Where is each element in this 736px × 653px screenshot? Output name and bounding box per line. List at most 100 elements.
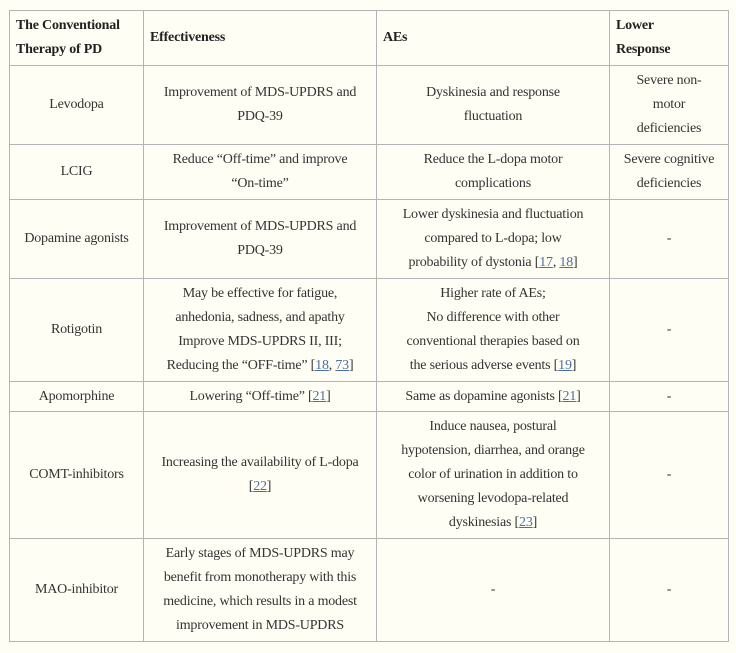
cell-text: Therapy of PD xyxy=(16,42,103,57)
cell-text: ] xyxy=(532,515,538,530)
cell-text: dyskinesias [ xyxy=(448,515,520,530)
therapy-cell: COMT-inhibitors xyxy=(9,411,144,539)
table-cell: - xyxy=(609,199,729,279)
table-cell: - xyxy=(609,538,729,642)
cell-text: Apomorphine xyxy=(38,388,115,404)
cell-text: - xyxy=(666,467,672,482)
cell-text: Same as dopamine agonists [ xyxy=(405,388,563,404)
table-cell: Severe non-motor deficiencies xyxy=(609,65,729,145)
cell-text: Rotigotin xyxy=(50,322,103,337)
cell-text: COMT-inhibitors xyxy=(29,467,124,482)
table-cell: Early stages of MDS-UPDRS may benefit fro… xyxy=(143,538,377,642)
table-cell: Same as dopamine agonists [21] xyxy=(376,381,610,412)
table-cell: Improvement of MDS-UPDRS and PDQ-39 xyxy=(143,65,377,145)
column-header: Lower Response xyxy=(609,10,729,66)
reference-link[interactable]: 21 xyxy=(562,388,577,404)
cell-text: - xyxy=(666,231,672,246)
cell-text: Increasing the availability of L-dopa xyxy=(161,455,359,470)
cell-text: , xyxy=(328,358,336,373)
cell-text: Reduce “Off-time” and improve xyxy=(172,152,348,167)
cell-text: [ xyxy=(248,479,254,494)
cell-text: , xyxy=(552,255,560,270)
cell-text: ] xyxy=(576,388,581,404)
cell-text: Severe cognitive xyxy=(623,152,715,167)
cell-text: medicine, which results in a modest xyxy=(163,594,357,609)
table-cell: - xyxy=(609,278,729,382)
cell-text: The Conventional xyxy=(16,18,120,33)
cell-text: Reduce the L-dopa motor xyxy=(423,152,563,167)
column-header: The Conventional Therapy of PD xyxy=(9,10,144,66)
cell-text: Effectiveness xyxy=(150,30,226,45)
cell-text: Improvement of MDS-UPDRS and xyxy=(163,85,357,100)
table-cell: Reduce the L-dopa motor complications xyxy=(376,144,610,200)
table-cell: Higher rate of AEs; No difference with ot… xyxy=(376,278,610,382)
reference-link[interactable]: 21 xyxy=(312,388,327,404)
table-cell: - xyxy=(376,538,610,642)
cell-text: - xyxy=(666,582,672,597)
table-cell: Reduce “Off-time” and improve “On-time” xyxy=(143,144,377,200)
cell-text: improvement in MDS-UPDRS xyxy=(176,618,344,633)
cell-text: - xyxy=(666,388,672,404)
cell-text: Lower xyxy=(616,18,654,33)
cell-text: - xyxy=(666,322,672,337)
table-row: Levodopa Improvement of MDS-UPDRS and PDQ-… xyxy=(9,65,729,145)
column-header: Effectiveness xyxy=(143,10,377,66)
table-row: Dopamine agonists Improvement of MDS-UPDR… xyxy=(9,199,729,279)
therapy-cell: Dopamine agonists xyxy=(9,199,144,279)
therapy-cell: LCIG xyxy=(9,144,144,200)
cell-text: MAO-inhibitor xyxy=(35,582,118,597)
cell-text: May be effective for fatigue, xyxy=(182,286,338,301)
table-cell: - xyxy=(609,381,729,412)
cell-text: Improvement of MDS-UPDRS and xyxy=(163,219,357,234)
cell-text: “On-time” xyxy=(231,176,289,191)
cell-text: fluctuation xyxy=(463,109,523,124)
reference-link[interactable]: 19 xyxy=(558,358,572,373)
table-cell: Dyskinesia and response fluctuation xyxy=(376,65,610,145)
reference-link[interactable]: 73 xyxy=(335,358,349,373)
cell-text: ] xyxy=(573,255,578,270)
cell-text: deficiencies xyxy=(636,176,702,191)
cell-text: ] xyxy=(571,358,577,373)
reference-link[interactable]: 17 xyxy=(539,255,553,270)
cell-text: Reducing the “OFF-time” [ xyxy=(166,358,316,373)
cell-text: Severe non- xyxy=(636,73,702,88)
therapy-table: The Conventional Therapy of PD Effectivene… xyxy=(9,10,729,642)
table-cell: Induce nausea, postural hypotension, diar… xyxy=(376,411,610,539)
cell-text: ] xyxy=(348,358,354,373)
cell-text: ] xyxy=(326,388,331,404)
therapy-cell: Rotigotin xyxy=(9,278,144,382)
table-row: MAO-inhibitor Early stages of MDS-UPDRS m… xyxy=(9,538,729,642)
table-row: Apomorphine Lowering “Off-time” [21] Same … xyxy=(9,381,729,412)
table-cell: Lower dyskinesia and fluctuation compared… xyxy=(376,199,610,279)
cell-text: Improve MDS-UPDRS II, III; xyxy=(178,334,342,349)
header-row: The Conventional Therapy of PD Effectivene… xyxy=(9,10,729,66)
reference-link[interactable]: 18 xyxy=(315,358,329,373)
cell-text: Dopamine agonists xyxy=(24,231,129,246)
therapy-cell: Levodopa xyxy=(9,65,144,145)
table-row: LCIG Reduce “Off-time” and improve “On-tim… xyxy=(9,144,729,200)
cell-text: Lowering “Off-time” [ xyxy=(189,388,313,404)
cell-text: hypotension, diarrhea, and orange xyxy=(401,443,585,458)
column-header: AEs xyxy=(376,10,610,66)
cell-text: color of urination in addition to xyxy=(408,467,578,482)
cell-text: probability of dystonia [ xyxy=(408,255,540,270)
cell-text: deficiencies xyxy=(636,121,702,136)
therapy-cell: Apomorphine xyxy=(9,381,144,412)
table-cell: Lowering “Off-time” [21] xyxy=(143,381,377,412)
cell-text: conventional therapies based on xyxy=(406,334,580,349)
table-row: Rotigotin May be effective for fatigue, an… xyxy=(9,278,729,382)
reference-link[interactable]: 22 xyxy=(253,479,267,494)
cell-text: Induce nausea, postural xyxy=(429,419,557,434)
cell-text: LCIG xyxy=(60,164,93,179)
cell-text: PDQ-39 xyxy=(237,109,283,124)
cell-text: benefit from monotherapy with this xyxy=(163,570,357,585)
cell-text: Dyskinesia and response xyxy=(426,85,560,100)
cell-text: No difference with other xyxy=(426,310,560,325)
cell-text: Higher rate of AEs; xyxy=(440,286,546,301)
reference-link[interactable]: 18 xyxy=(559,255,574,270)
cell-text: - xyxy=(490,582,496,597)
reference-link[interactable]: 23 xyxy=(519,515,533,530)
cell-text: PDQ-39 xyxy=(237,243,283,258)
cell-text: ] xyxy=(266,479,272,494)
cell-text: Early stages of MDS-UPDRS may xyxy=(165,546,355,561)
